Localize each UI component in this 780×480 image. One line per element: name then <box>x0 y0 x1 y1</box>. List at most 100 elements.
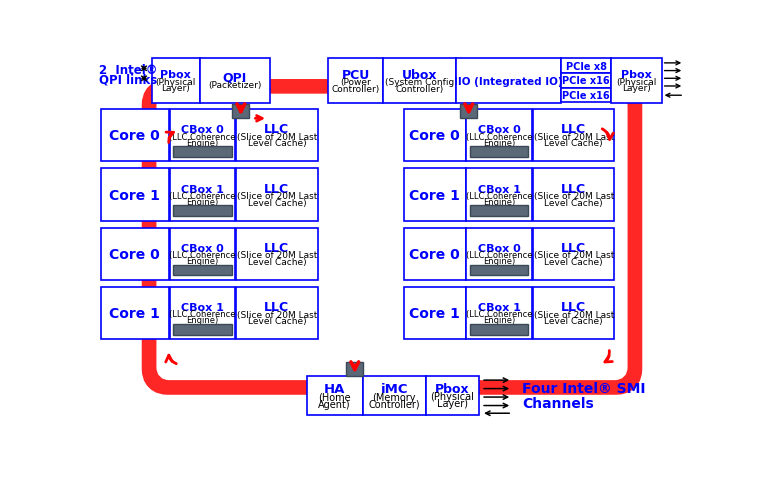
Text: Pbox: Pbox <box>621 70 652 80</box>
Text: Engine): Engine) <box>484 257 516 265</box>
Text: Level Cache): Level Cache) <box>544 198 603 207</box>
Text: Core 0: Core 0 <box>109 129 160 143</box>
Text: Layer): Layer) <box>161 84 190 93</box>
Text: Level Cache): Level Cache) <box>544 139 603 148</box>
Text: (LLC Coherence: (LLC Coherence <box>169 192 236 201</box>
Bar <box>328 59 383 104</box>
Bar <box>346 363 363 376</box>
Text: Controller): Controller) <box>332 84 380 94</box>
Text: Core 1: Core 1 <box>109 188 160 202</box>
Text: (LLC Coherence: (LLC Coherence <box>466 132 533 141</box>
Bar <box>533 110 615 162</box>
Bar <box>470 324 528 335</box>
Bar <box>169 288 236 340</box>
Text: LLC: LLC <box>264 123 289 136</box>
Text: (Physical: (Physical <box>616 78 657 86</box>
Text: Engine): Engine) <box>186 138 218 147</box>
Bar <box>403 110 466 162</box>
Text: (Slice of 20M Last: (Slice of 20M Last <box>236 251 317 260</box>
Text: Engine): Engine) <box>484 316 516 325</box>
Bar <box>533 228 615 280</box>
Text: QPI: QPI <box>222 72 246 84</box>
Bar <box>307 376 363 415</box>
Text: (Physical: (Physical <box>155 78 196 86</box>
Bar <box>612 59 661 104</box>
Bar <box>561 88 612 103</box>
Text: LLC: LLC <box>561 241 587 254</box>
Text: (System Config: (System Config <box>385 78 454 87</box>
Text: Level Cache): Level Cache) <box>544 316 603 325</box>
Bar <box>232 105 250 119</box>
Bar <box>466 228 532 280</box>
Bar <box>403 288 466 340</box>
Text: CBox 0: CBox 0 <box>478 125 521 135</box>
Text: IIO (Integrated IO): IIO (Integrated IO) <box>454 76 563 86</box>
Text: (Slice of 20M Last: (Slice of 20M Last <box>534 132 614 142</box>
Text: LLC: LLC <box>264 182 289 195</box>
Text: (Packetizer): (Packetizer) <box>208 81 261 90</box>
Text: LLC: LLC <box>561 300 587 313</box>
Text: (LLC Coherence: (LLC Coherence <box>466 251 533 260</box>
Text: (LLC Coherence: (LLC Coherence <box>466 192 533 201</box>
Text: (Slice of 20M Last: (Slice of 20M Last <box>534 192 614 201</box>
Text: LLC: LLC <box>264 300 289 313</box>
Text: Level Cache): Level Cache) <box>544 257 603 266</box>
Text: (Memory: (Memory <box>373 392 416 402</box>
Text: CBox 0: CBox 0 <box>181 243 224 253</box>
Text: Core 1: Core 1 <box>410 188 460 202</box>
Bar <box>363 376 426 415</box>
Bar <box>383 59 456 104</box>
Text: (LLC Coherence: (LLC Coherence <box>169 310 236 319</box>
Text: Engine): Engine) <box>186 316 218 325</box>
Bar <box>101 110 168 162</box>
Text: CBox 1: CBox 1 <box>478 184 521 194</box>
Text: (LLC Coherence: (LLC Coherence <box>169 251 236 260</box>
Text: LLC: LLC <box>264 241 289 254</box>
Text: CBox 1: CBox 1 <box>478 302 521 312</box>
Bar <box>236 110 317 162</box>
Text: Core 0: Core 0 <box>410 129 460 143</box>
Text: (LLC Coherence: (LLC Coherence <box>466 310 533 319</box>
Text: CBox 0: CBox 0 <box>181 125 224 135</box>
Text: PCIe x16: PCIe x16 <box>562 91 610 101</box>
Bar <box>533 169 615 221</box>
Bar <box>169 228 236 280</box>
Text: Level Cache): Level Cache) <box>247 198 307 207</box>
Bar <box>169 169 236 221</box>
Bar <box>152 59 200 104</box>
Text: Level Cache): Level Cache) <box>247 139 307 148</box>
Bar <box>236 169 317 221</box>
Bar <box>456 59 561 104</box>
Text: Four Intel® SMI: Four Intel® SMI <box>522 381 646 395</box>
Text: PCIe x8: PCIe x8 <box>566 61 607 72</box>
Text: CBox 1: CBox 1 <box>181 184 224 194</box>
Text: LLC: LLC <box>561 123 587 136</box>
Bar <box>466 110 532 162</box>
Bar <box>533 288 615 340</box>
Text: PCU: PCU <box>342 69 370 82</box>
Text: 2  Intel®: 2 Intel® <box>99 64 158 77</box>
Bar <box>101 288 168 340</box>
Text: Engine): Engine) <box>186 257 218 265</box>
Text: Core 1: Core 1 <box>109 307 160 321</box>
Text: PCIe x16: PCIe x16 <box>562 76 610 86</box>
Bar <box>173 147 232 157</box>
Bar <box>101 169 168 221</box>
Text: iMC: iMC <box>381 382 408 395</box>
Bar <box>470 147 528 157</box>
Text: Agent): Agent) <box>318 399 351 409</box>
Text: (Slice of 20M Last: (Slice of 20M Last <box>236 310 317 319</box>
Bar <box>561 74 612 88</box>
Text: (Slice of 20M Last: (Slice of 20M Last <box>534 310 614 319</box>
Text: (Slice of 20M Last: (Slice of 20M Last <box>236 132 317 142</box>
Bar <box>169 110 236 162</box>
Text: (Power: (Power <box>340 78 371 87</box>
Text: Layer): Layer) <box>622 84 651 93</box>
Text: (Physical: (Physical <box>431 392 474 401</box>
Text: HA: HA <box>324 382 346 395</box>
Bar <box>466 169 532 221</box>
Text: Ubox: Ubox <box>402 69 438 82</box>
Text: Layer): Layer) <box>437 398 468 408</box>
Text: Pbox: Pbox <box>435 382 470 396</box>
Bar <box>403 169 466 221</box>
